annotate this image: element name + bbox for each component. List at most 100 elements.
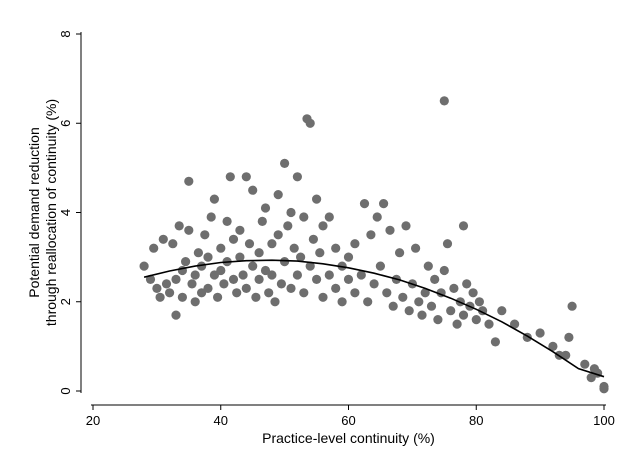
data-point — [251, 292, 261, 302]
data-point — [292, 270, 302, 280]
data-point — [260, 203, 271, 213]
data-point — [190, 270, 200, 280]
data-point — [458, 310, 469, 320]
data-point — [139, 261, 149, 271]
data-point — [567, 301, 577, 311]
data-point — [280, 158, 290, 168]
data-point — [197, 288, 207, 298]
data-point — [161, 279, 172, 289]
data-point — [187, 279, 197, 289]
data-point — [174, 221, 184, 231]
data-point — [331, 243, 341, 253]
data-point — [209, 270, 219, 280]
data-point — [359, 199, 370, 209]
data-point — [385, 225, 395, 235]
y-tick-label: 6 — [58, 120, 73, 127]
y-tick-label: 0 — [58, 387, 73, 394]
data-point — [171, 310, 181, 320]
data-point — [468, 288, 478, 298]
data-point — [244, 239, 255, 249]
data-point — [276, 279, 286, 289]
data-point — [388, 301, 398, 311]
data-point — [238, 270, 248, 280]
data-point — [296, 252, 306, 262]
data-point — [318, 221, 328, 231]
data-point — [331, 283, 341, 293]
data-point — [343, 252, 354, 262]
data-point — [315, 248, 325, 258]
data-point — [241, 283, 251, 293]
data-point — [203, 252, 213, 262]
data-point — [299, 288, 309, 298]
data-point — [216, 265, 226, 276]
data-point — [423, 261, 433, 271]
data-point — [411, 243, 421, 253]
data-point — [580, 359, 590, 369]
data-point — [168, 239, 178, 249]
data-point — [158, 234, 168, 244]
data-point — [280, 257, 290, 267]
data-point — [404, 306, 414, 316]
data-point — [417, 310, 427, 320]
data-point — [449, 283, 459, 293]
y-tick-label: 2 — [58, 298, 73, 305]
x-tick-label: 80 — [469, 413, 483, 428]
data-point — [561, 350, 571, 360]
data-point — [490, 337, 500, 347]
data-point — [273, 230, 283, 240]
data-point — [267, 270, 277, 280]
data-point — [401, 221, 411, 231]
data-point — [509, 319, 520, 329]
data-point — [190, 297, 200, 307]
data-point — [257, 216, 267, 226]
data-point — [155, 292, 165, 302]
data-point — [312, 194, 322, 204]
data-point — [398, 292, 408, 302]
data-point — [184, 225, 194, 235]
data-point — [337, 297, 347, 307]
data-point — [446, 306, 456, 316]
data-point — [379, 199, 389, 209]
data-point — [200, 230, 210, 240]
x-tick-label: 100 — [593, 413, 615, 428]
data-point — [267, 239, 277, 249]
fitted-curve — [143, 259, 605, 378]
data-point — [209, 194, 219, 204]
data-point — [586, 373, 596, 383]
y-tick-label: 8 — [58, 30, 73, 37]
data-point — [241, 172, 251, 182]
y-axis-ticks: 0 2 4 6 8 — [58, 30, 81, 395]
data-point — [260, 265, 271, 276]
data-point — [228, 274, 239, 284]
y-tick-label: 4 — [58, 209, 73, 216]
data-point — [382, 288, 392, 298]
data-point — [225, 172, 235, 182]
data-point — [474, 297, 484, 307]
data-point — [305, 261, 315, 271]
data-point — [177, 292, 187, 302]
data-point — [273, 190, 283, 200]
data-point — [254, 248, 264, 258]
data-point — [248, 185, 258, 195]
data-point — [235, 225, 245, 235]
data-point — [222, 216, 232, 226]
data-point — [264, 288, 274, 298]
data-point — [286, 207, 296, 218]
data-point — [442, 239, 453, 249]
data-point — [462, 279, 472, 289]
data-point — [232, 288, 242, 298]
data-point — [165, 288, 175, 298]
data-point — [312, 274, 322, 284]
data-point — [471, 315, 481, 325]
data-point — [350, 239, 360, 249]
data-point — [430, 274, 440, 284]
data-point — [458, 221, 469, 231]
data-point — [452, 319, 462, 329]
data-point — [283, 221, 293, 231]
data-point — [395, 248, 405, 258]
data-point — [356, 270, 366, 280]
data-point — [363, 297, 373, 307]
data-point — [203, 283, 213, 293]
data-point — [535, 328, 545, 338]
